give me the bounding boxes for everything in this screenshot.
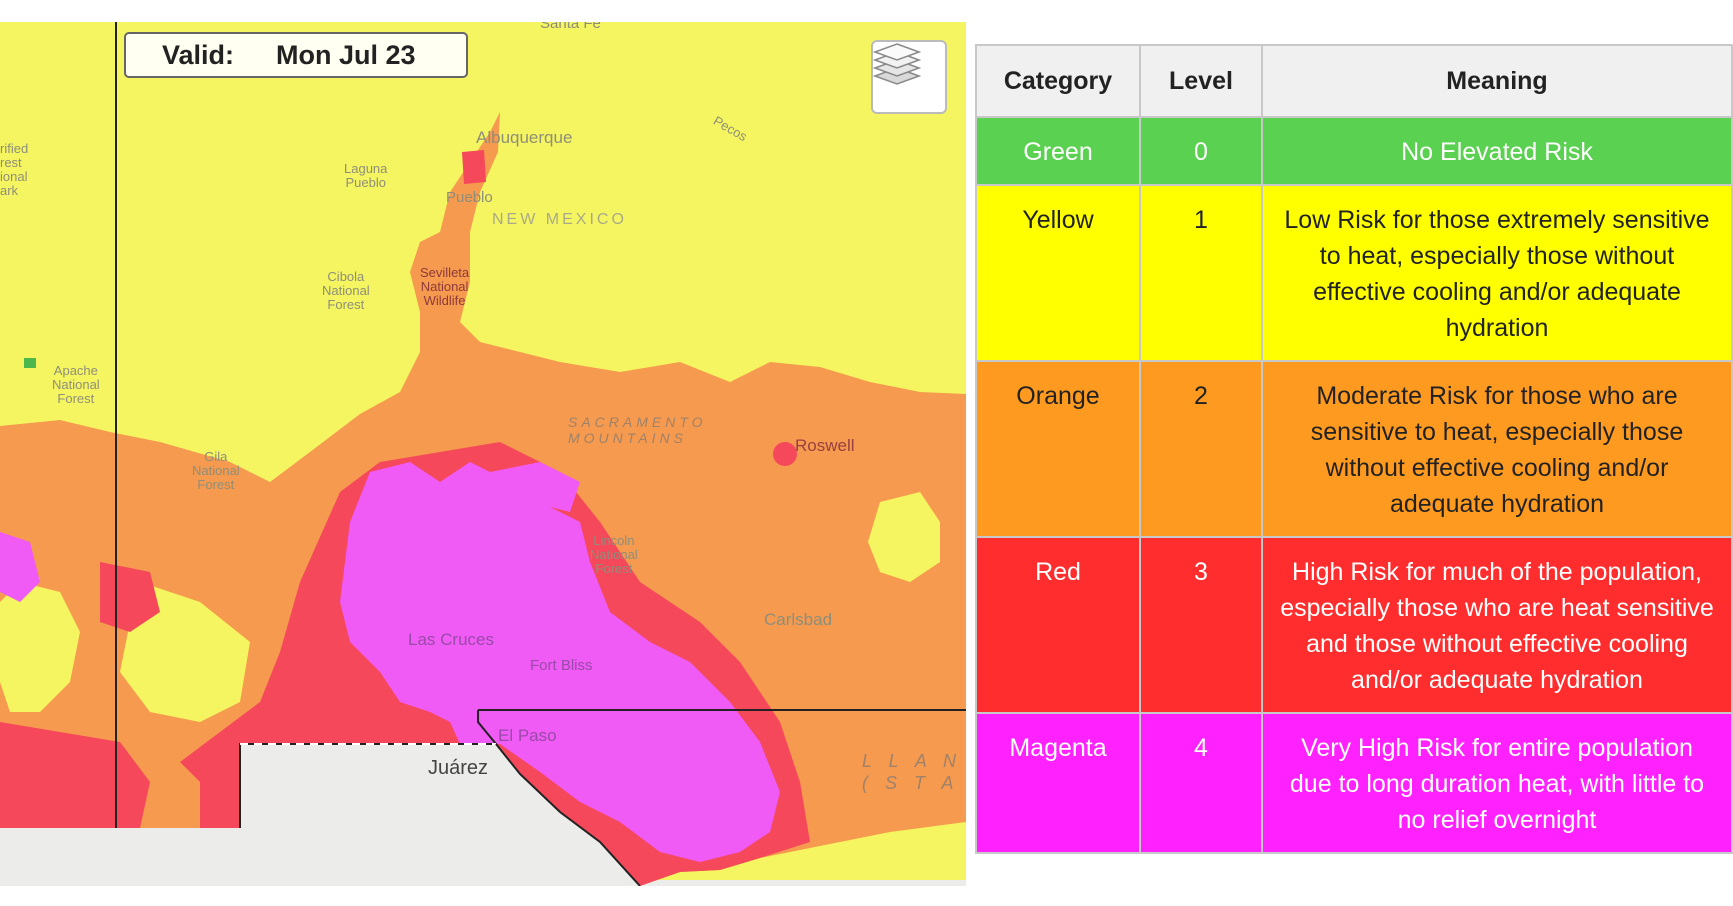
yellow-pocket-sw — [0, 582, 80, 712]
place-new-mexico: NEW MEXICO — [492, 211, 627, 228]
place-el-paso: El Paso — [498, 726, 557, 745]
place-apache-nf: Apache National Forest — [52, 363, 100, 406]
legend-category: Red — [975, 536, 1141, 714]
magenta-risk-area — [340, 462, 780, 862]
heat-risk-legend-table: Category Level Meaning Green 0 No Elevat… — [975, 44, 1733, 854]
place-roswell: Roswell — [795, 436, 855, 455]
valid-date-box: Valid: Mon Jul 23 — [124, 32, 468, 78]
legend-meaning: No Elevated Risk — [1261, 116, 1733, 186]
basemap-mexico — [0, 744, 640, 886]
place-laguna-pueblo: Laguna Pueblo — [344, 161, 388, 190]
legend-category: Orange — [975, 360, 1141, 538]
valid-date: Mon Jul 23 — [276, 39, 416, 70]
legend-meaning: High Risk for much of the population, es… — [1261, 536, 1733, 714]
place-albuquerque: Albuquerque — [476, 128, 573, 147]
place-juarez: Juárez — [428, 757, 489, 779]
legend-row-green: Green 0 No Elevated Risk — [975, 116, 1733, 186]
layers-icon — [873, 43, 921, 85]
red-risk-spot-roswell — [773, 442, 797, 466]
magenta-risk-area-west — [0, 532, 40, 602]
legend-category: Yellow — [975, 184, 1141, 362]
heat-risk-map[interactable]: Valid: Mon Jul 23 Santa Fe Albuquerque L… — [0, 22, 966, 886]
legend-row-magenta: Magenta 4 Very High Risk for entire popu… — [975, 712, 1733, 854]
basemap-bottom-strip — [640, 880, 966, 886]
place-sacramento-mountains: SACRAMENTO MOUNTAINS — [568, 414, 707, 446]
place-gila-nf: Gila National Forest — [192, 449, 240, 492]
place-carlsbad: Carlsbad — [764, 610, 833, 629]
place-santa-fe: Santa Fe — [540, 22, 601, 32]
legend-row-yellow: Yellow 1 Low Risk for those extremely se… — [975, 184, 1733, 362]
green-risk-spot — [24, 358, 36, 368]
rio-grande-border — [495, 743, 641, 886]
red-risk-area-sw — [0, 722, 150, 828]
place-petrified-forest: rified rest ional ark — [0, 141, 29, 198]
place-fort-bliss: Fort Bliss — [530, 657, 593, 674]
magenta-risk-area-ne — [490, 462, 580, 512]
legend-level: 2 — [1139, 360, 1263, 538]
header-category: Category — [975, 44, 1141, 118]
legend-level: 0 — [1139, 116, 1263, 186]
legend-category: Green — [975, 116, 1141, 186]
place-las-cruces: Las Cruces — [408, 630, 494, 649]
legend-meaning: Very High Risk for entire population due… — [1261, 712, 1733, 854]
header-meaning: Meaning — [1261, 44, 1733, 118]
map-canvas — [0, 22, 966, 886]
place-lincoln-nf: Lincoln National Forest — [590, 533, 638, 576]
legend-category: Magenta — [975, 712, 1141, 854]
valid-label: Valid: — [162, 39, 235, 70]
legend-meaning: Moderate Risk for those who are sensitiv… — [1261, 360, 1733, 538]
legend-meaning: Low Risk for those extremely sensitive t… — [1261, 184, 1733, 362]
legend-level: 4 — [1139, 712, 1263, 854]
legend-header-row: Category Level Meaning — [975, 44, 1733, 118]
legend-row-orange: Orange 2 Moderate Risk for those who are… — [975, 360, 1733, 538]
legend-row-red: Red 3 High Risk for much of the populati… — [975, 536, 1733, 714]
red-risk-spot-albuquerque — [462, 150, 486, 184]
header-level: Level — [1139, 44, 1263, 118]
place-llano-estacado: L L A N ( S T A — [862, 751, 963, 793]
legend-level: 3 — [1139, 536, 1263, 714]
legend-level: 1 — [1139, 184, 1263, 362]
layers-button[interactable] — [871, 40, 947, 114]
place-sevilleta: Sevilleta National Wildlife — [420, 265, 470, 308]
place-cibola-nf: Cibola National Forest — [322, 269, 370, 312]
place-pueblo: Pueblo — [446, 189, 493, 206]
yellow-pocket-roswell — [868, 492, 940, 582]
